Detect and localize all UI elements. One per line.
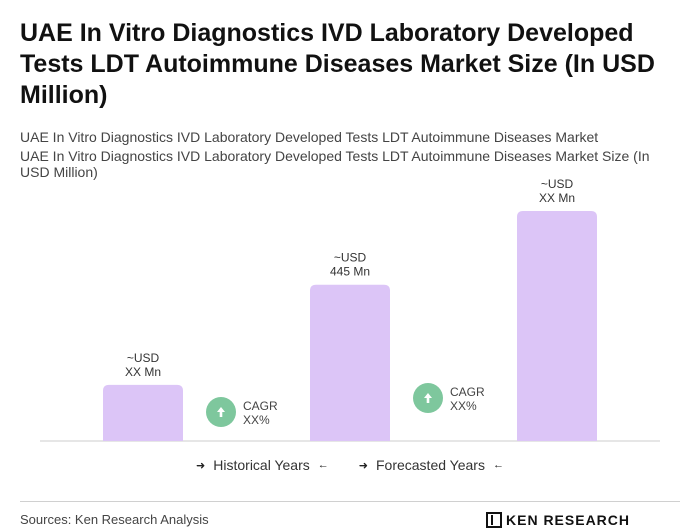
bar — [310, 284, 390, 441]
legend-historical-label: Historical Years — [213, 457, 310, 473]
bar — [517, 211, 597, 441]
cagr-value: XX% — [243, 413, 270, 427]
logo-text: KEN RESEARCH — [506, 512, 631, 528]
chart-title: UAE In Vitro Diagnostics IVD Laboratory … — [20, 19, 655, 109]
chart-subtitle: UAE In Vitro Diagnostics IVD Laboratory … — [20, 129, 599, 145]
bar-data-label: XX Mn — [539, 191, 575, 205]
bar-data-label: ~USD — [541, 177, 574, 191]
left-arrow-icon: ← — [317, 459, 329, 471]
bar-data-label: ~USD — [334, 251, 367, 265]
left-arrow-icon: ← — [492, 459, 504, 471]
chart-legend: ➜ Historical Years ← ➜ Forecasted Years … — [0, 457, 700, 473]
chart-subtitle-secondary: UAE In Vitro Diagnostics IVD Laboratory … — [20, 148, 650, 180]
footer-divider — [20, 501, 680, 502]
right-arrow-icon: ➜ — [196, 459, 206, 472]
right-arrow-icon: ➜ — [358, 459, 368, 472]
legend-forecasted-label: Forecasted Years — [375, 457, 485, 473]
up-arrow-icon — [217, 407, 225, 417]
cagr-label: CAGR — [450, 385, 485, 399]
up-arrow-icon — [424, 393, 432, 403]
brand-logo: KEN RESEARCH — [486, 512, 630, 528]
bar — [103, 384, 183, 441]
cagr-label: CAGR — [243, 399, 278, 413]
legend-historical: ➜ Historical Years ← — [196, 457, 329, 473]
bar-data-label: 445 Mn — [330, 265, 370, 279]
bar-data-label: ~USD — [127, 351, 160, 365]
logo-mark-icon — [486, 512, 502, 528]
cagr-value: XX% — [450, 399, 477, 413]
bar-data-label: XX Mn — [125, 365, 161, 379]
legend-forecasted: ➜ Forecasted Years ← — [359, 457, 504, 473]
